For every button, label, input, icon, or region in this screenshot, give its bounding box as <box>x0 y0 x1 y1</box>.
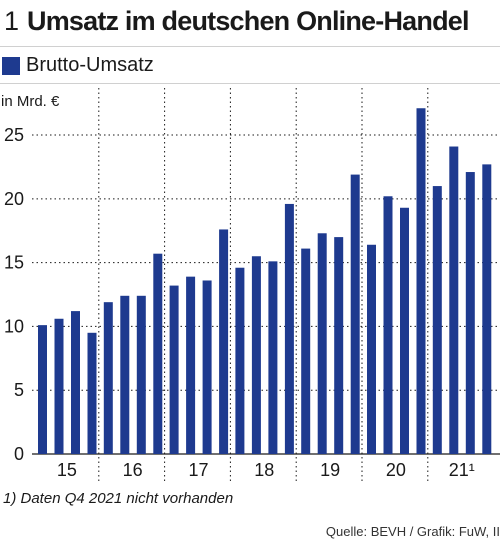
header: 1 Umsatz im deutschen Online-Handel <box>0 0 500 46</box>
bar <box>219 229 229 454</box>
bar <box>383 196 393 454</box>
x-tick-label: 21¹ <box>449 460 475 480</box>
bar <box>284 203 294 454</box>
x-tick-label: 20 <box>386 460 406 480</box>
bar <box>186 276 196 454</box>
bar <box>482 164 492 454</box>
bar <box>38 325 47 454</box>
y-tick-label: 10 <box>4 316 24 336</box>
chart-title: Umsatz im deutschen Online-Handel <box>27 6 469 36</box>
x-tick-label: 18 <box>254 460 274 480</box>
bar <box>136 295 146 454</box>
bar <box>449 146 459 454</box>
bar <box>268 261 278 454</box>
figure-number: 1 <box>4 6 20 36</box>
x-tick-label: 19 <box>320 460 340 480</box>
x-tick-label: 16 <box>123 460 143 480</box>
y-tick-label: 15 <box>4 253 24 273</box>
bar <box>103 302 113 454</box>
y-tick-label: 5 <box>14 380 24 400</box>
bar <box>317 233 327 454</box>
bar <box>54 318 64 454</box>
bar <box>71 311 80 454</box>
bar <box>301 248 311 454</box>
bar-chart: in Mrd. € 0 5 10 15 20 25 15 16 17 18 19 20 21¹ <box>1 88 500 484</box>
legend-swatch <box>2 57 20 75</box>
x-tick-label: 15 <box>57 460 77 480</box>
bar <box>169 285 179 454</box>
bar <box>120 295 130 454</box>
x-tick-label: 17 <box>188 460 208 480</box>
y-tick-label: 25 <box>4 125 24 145</box>
bar <box>350 174 360 454</box>
y-tick-label: 0 <box>14 444 24 464</box>
header-divider <box>0 46 500 47</box>
source-credit: Quelle: BEVH / Grafik: FuW, II <box>325 524 500 539</box>
bar <box>432 186 442 454</box>
bar <box>153 253 163 454</box>
bar <box>400 207 409 454</box>
bar <box>367 244 376 454</box>
legend-label: Brutto-Umsatz <box>26 54 154 76</box>
y-tick-label: 20 <box>4 189 24 209</box>
bar <box>334 237 344 454</box>
bar <box>416 108 426 454</box>
footnote: 1) Daten Q4 2021 nicht vorhanden <box>3 490 234 507</box>
bar <box>465 172 475 454</box>
bar <box>251 256 261 454</box>
bar <box>235 267 245 454</box>
bar <box>87 332 97 454</box>
bar <box>202 280 212 454</box>
legend-divider <box>0 83 500 84</box>
y-axis-label: in Mrd. € <box>1 93 60 110</box>
